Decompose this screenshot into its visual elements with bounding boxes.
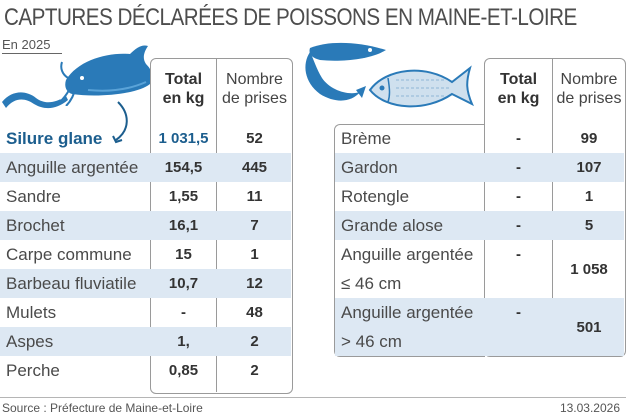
total-kg-value: - bbox=[516, 246, 521, 263]
total-kg-value: 15 bbox=[175, 246, 192, 263]
table-row-featured: Silure glane 1 031,5 52 bbox=[0, 124, 291, 153]
catch-count-value: 11 bbox=[246, 188, 263, 205]
page-title: CAPTURES DÉCLARÉES DE POISSONS EN MAINE-… bbox=[4, 4, 577, 31]
table-row: Gardon - 107 bbox=[335, 153, 624, 182]
catch-count-value: 52 bbox=[246, 130, 263, 147]
catfish-illustration bbox=[58, 45, 153, 106]
table-row: Brochet 16,1 7 bbox=[0, 211, 291, 240]
total-kg-header: Total en kg bbox=[162, 71, 205, 107]
table-row: Grande alose - 5 bbox=[335, 211, 624, 240]
species-name: Anguille argentée ≤ 46 cm bbox=[341, 240, 473, 298]
catch-count-value: 501 bbox=[576, 318, 602, 336]
species-name: Brochet bbox=[6, 216, 65, 235]
table-row: Perche 0,85 2 bbox=[0, 356, 291, 385]
species-name: Grande alose bbox=[341, 216, 444, 235]
count-header: Nombre de prises bbox=[556, 71, 622, 107]
catch-count-value: 2 bbox=[250, 333, 259, 350]
species-name: Rotengle bbox=[341, 187, 410, 206]
catch-count-value: 1 058 bbox=[570, 260, 608, 278]
total-kg-value: - bbox=[516, 304, 521, 321]
table-row: Anguille argentée 154,5 445 bbox=[0, 153, 291, 182]
table-row: Rotengle - 1 bbox=[335, 182, 624, 211]
total-kg-header: Total en kg bbox=[497, 71, 540, 107]
column-divider bbox=[552, 58, 553, 355]
footer-divider bbox=[0, 397, 626, 398]
species-name: Carpe commune bbox=[6, 245, 132, 264]
catch-count-value: 2 bbox=[250, 362, 259, 379]
catch-count-value: 1 bbox=[250, 246, 259, 263]
catch-count-value: 445 bbox=[241, 159, 268, 176]
species-name: Gardon bbox=[341, 158, 398, 177]
species-name-line: Anguille argentée bbox=[341, 245, 474, 264]
species-name: Silure glane bbox=[6, 129, 103, 148]
species-name: Anguille argentée > 46 cm bbox=[341, 298, 473, 356]
catch-count-value: 5 bbox=[584, 217, 594, 234]
pointer-arrow bbox=[112, 101, 128, 144]
species-name-line: Anguille argentée bbox=[341, 303, 474, 322]
table-row: Mulets - 48 bbox=[0, 298, 291, 327]
table-row: Sandre 1,55 11 bbox=[0, 182, 291, 211]
table-row: Anguille argentée ≤ 46 cm - 1 058 bbox=[335, 240, 624, 298]
roach-illustration bbox=[368, 65, 474, 108]
catch-count-value: 107 bbox=[576, 159, 602, 176]
total-kg-value: 1, bbox=[177, 333, 190, 350]
total-kg-value: 10,7 bbox=[168, 275, 199, 292]
total-kg-value: 0,85 bbox=[168, 362, 199, 379]
table-row: Carpe commune 15 1 bbox=[0, 240, 291, 269]
total-kg-value: - bbox=[516, 217, 521, 234]
total-kg-value: - bbox=[516, 159, 521, 176]
species-size-line: > 46 cm bbox=[341, 332, 402, 351]
total-kg-value: - bbox=[181, 304, 186, 321]
species-name: Anguille argentée bbox=[6, 158, 139, 177]
catch-count-value: 99 bbox=[580, 130, 598, 147]
species-name: Mulets bbox=[6, 303, 57, 322]
species-name: Perche bbox=[6, 361, 60, 380]
species-name: Sandre bbox=[6, 187, 61, 206]
table-row: Aspes 1, 2 bbox=[0, 327, 291, 356]
total-kg-value: 16,1 bbox=[168, 217, 199, 234]
species-name: Brème bbox=[341, 129, 392, 148]
total-kg-value: 1,55 bbox=[168, 188, 199, 205]
table-row: Brème - 99 bbox=[335, 124, 624, 153]
species-size-line: ≤ 46 cm bbox=[341, 274, 402, 293]
table-row: Anguille argentée > 46 cm - 501 bbox=[335, 298, 624, 356]
pike-illustration bbox=[305, 42, 386, 101]
source-note: Source : Préfecture de Maine-et-Loire bbox=[2, 401, 203, 415]
catch-count-value: 1 bbox=[584, 188, 594, 205]
date-label: 13.03.2026 bbox=[559, 401, 620, 415]
total-kg-value: 1 031,5 bbox=[158, 130, 209, 147]
total-kg-value: 154,5 bbox=[164, 159, 203, 176]
species-name: Aspes bbox=[6, 332, 54, 351]
table-row: Barbeau fluviatile 10,7 12 bbox=[0, 269, 291, 298]
species-name: Barbeau fluviatile bbox=[6, 274, 137, 293]
total-kg-value: - bbox=[516, 130, 521, 147]
total-kg-value: - bbox=[516, 188, 521, 205]
count-header: Nombre de prises bbox=[222, 71, 287, 107]
subtitle: En 2025 bbox=[2, 37, 62, 54]
catch-count-value: 12 bbox=[246, 275, 263, 292]
catch-count-value: 7 bbox=[250, 217, 259, 234]
catch-count-value: 48 bbox=[246, 304, 263, 321]
